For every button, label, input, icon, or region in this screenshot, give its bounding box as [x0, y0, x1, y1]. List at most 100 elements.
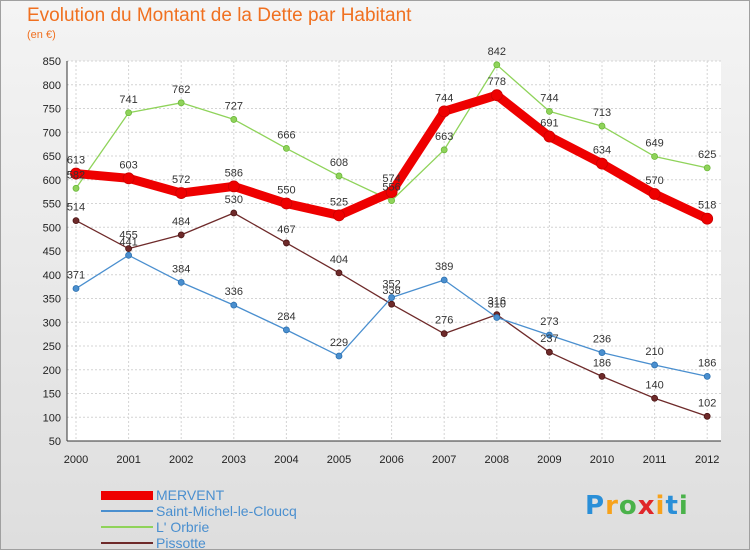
data-point-saint-michel-le-cloucq	[72, 285, 80, 292]
data-label-saint-michel-le-cloucq: 229	[330, 337, 348, 349]
data-label-pissotte: 186	[593, 357, 611, 369]
data-point-mervent	[122, 172, 135, 185]
data-label-mervent: 634	[593, 145, 611, 157]
data-point-pissotte	[651, 394, 658, 402]
y-tick-label: 200	[43, 365, 61, 377]
data-label-pissotte: 455	[119, 230, 137, 242]
x-tick-label: 2000	[64, 454, 88, 466]
legend-item-orbrie: L' Orbrie	[101, 519, 297, 535]
logo-letter: x	[637, 491, 656, 521]
data-point-l-orbrie	[72, 184, 80, 192]
data-label-l-orbrie: 713	[593, 107, 611, 119]
data-label-pissotte: 237	[540, 333, 558, 345]
data-point-saint-michel-le-cloucq	[546, 331, 553, 339]
data-label-pissotte: 316	[488, 296, 506, 308]
logo-letter: i	[678, 491, 689, 521]
data-point-l-orbrie	[546, 107, 553, 115]
data-label-saint-michel-le-cloucq: 389	[435, 261, 453, 273]
x-tick-label: 2005	[327, 454, 351, 466]
plot-area	[67, 61, 721, 441]
data-point-l-orbrie	[388, 197, 396, 205]
legend-label: Pissotte	[156, 535, 206, 551]
data-label-l-orbrie: 608	[330, 157, 348, 169]
data-point-pissotte	[230, 209, 238, 217]
data-point-pissotte	[440, 330, 448, 338]
data-label-pissotte: 140	[645, 379, 663, 391]
data-point-mervent	[280, 197, 293, 210]
logo-letter: r	[605, 491, 619, 521]
chart-title: Evolution du Montant de la Dette par Hab…	[27, 5, 412, 26]
data-point-mervent	[70, 167, 82, 180]
data-point-mervent	[490, 89, 503, 102]
data-label-pissotte: 338	[382, 285, 400, 297]
legend-label: L' Orbrie	[156, 519, 210, 535]
x-tick-label: 2011	[643, 454, 667, 466]
data-point-l-orbrie	[177, 99, 185, 107]
data-label-pissotte: 102	[698, 397, 716, 409]
data-point-l-orbrie	[230, 116, 238, 123]
legend-item-mervent: MERVENT	[101, 487, 297, 503]
data-label-pissotte: 530	[225, 194, 243, 206]
logo-letter: i	[655, 491, 666, 521]
x-tick-label: 2008	[485, 454, 509, 466]
y-tick-label: 500	[43, 222, 61, 234]
data-label-saint-michel-le-cloucq: 284	[277, 311, 295, 323]
data-label-pissotte: 276	[435, 315, 453, 327]
legend-swatch-orbrie	[101, 526, 153, 528]
legend-item-pissotte: Pissotte	[101, 535, 297, 551]
legend-label: Saint-Michel-le-Cloucq	[156, 503, 297, 519]
data-label-saint-michel-le-cloucq: 210	[645, 346, 663, 358]
data-point-saint-michel-le-cloucq	[177, 278, 185, 286]
data-label-saint-michel-le-cloucq: 371	[67, 270, 85, 282]
y-tick-label: 700	[43, 127, 61, 139]
data-label-saint-michel-le-cloucq: 236	[593, 334, 611, 346]
data-label-mervent: 691	[540, 118, 558, 130]
y-tick-label: 850	[43, 56, 61, 68]
x-tick-label: 2004	[274, 454, 298, 466]
data-label-l-orbrie: 741	[119, 94, 137, 106]
data-point-pissotte	[703, 412, 711, 420]
x-tick-label: 2009	[537, 454, 561, 466]
data-point-saint-michel-le-cloucq	[651, 361, 658, 369]
data-point-l-orbrie	[703, 164, 711, 172]
data-point-pissotte	[546, 348, 553, 356]
y-tick-label: 750	[43, 104, 61, 116]
x-tick-label: 2007	[432, 454, 456, 466]
data-point-l-orbrie	[493, 61, 501, 69]
data-label-l-orbrie: 762	[172, 84, 190, 96]
data-label-mervent: 570	[645, 175, 663, 187]
data-label-saint-michel-le-cloucq: 336	[225, 286, 243, 298]
data-point-saint-michel-le-cloucq	[703, 372, 711, 380]
y-tick-label: 350	[43, 294, 61, 306]
x-tick-label: 2003	[222, 454, 246, 466]
data-label-saint-michel-le-cloucq: 441	[119, 236, 137, 248]
y-tick-label: 250	[43, 341, 61, 353]
legend-label: MERVENT	[156, 487, 225, 503]
data-point-pissotte	[125, 245, 132, 253]
logo-letter: o	[618, 491, 638, 521]
y-tick-label: 800	[43, 80, 61, 92]
data-label-mervent: 744	[435, 92, 453, 104]
data-label-mervent: 572	[172, 174, 190, 186]
data-label-mervent: 613	[67, 155, 85, 167]
data-point-mervent	[385, 186, 398, 199]
y-tick-label: 50	[49, 436, 61, 448]
data-point-mervent	[438, 105, 451, 118]
data-point-l-orbrie	[125, 109, 132, 117]
data-label-l-orbrie: 744	[540, 92, 558, 104]
chart-subtitle: (en €)	[27, 29, 56, 41]
data-point-l-orbrie	[335, 172, 343, 180]
y-tick-label: 650	[43, 151, 61, 163]
data-point-l-orbrie	[282, 144, 290, 152]
data-label-saint-michel-le-cloucq: 384	[172, 263, 190, 275]
data-label-pissotte: 514	[67, 202, 85, 214]
x-tick-label: 2012	[695, 454, 719, 466]
legend: MERVENT Saint-Michel-le-Cloucq L' Orbrie…	[101, 487, 297, 551]
data-label-pissotte: 484	[172, 216, 190, 228]
data-point-saint-michel-le-cloucq	[335, 352, 343, 360]
data-label-saint-michel-le-cloucq: 273	[540, 316, 558, 328]
data-point-l-orbrie	[440, 146, 448, 154]
data-label-mervent: 518	[698, 200, 716, 212]
data-point-saint-michel-le-cloucq	[388, 294, 396, 301]
